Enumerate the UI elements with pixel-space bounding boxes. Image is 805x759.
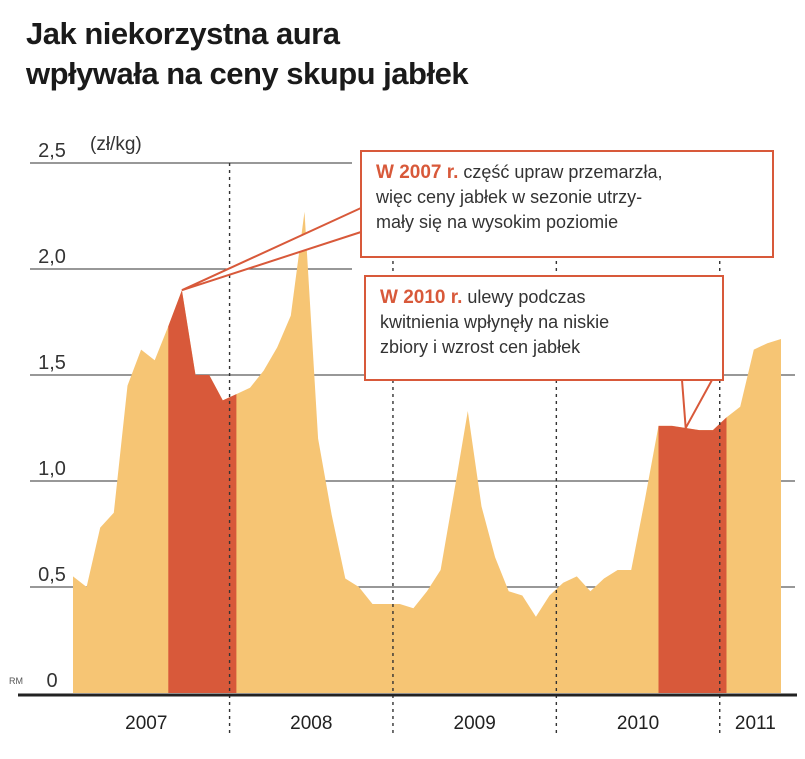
callout-2007-line-2: więc ceny jabłek w sezonie utrzy-: [376, 187, 643, 207]
callout-pointer: [681, 379, 713, 432]
x-tick-label: 2010: [617, 713, 659, 734]
y-tick-label: 2,0: [38, 246, 66, 268]
y-tick-label: 0,5: [38, 564, 66, 586]
callout-pointer: [181, 207, 362, 292]
callout-2010-line-3: zbiory i wzrost cen jabłek: [380, 337, 581, 357]
source-label: RM: [9, 676, 23, 686]
callout-2010-line-2: kwitnienia wpłynęły na niskie: [380, 312, 610, 332]
y-tick-label: 1,0: [38, 458, 66, 480]
y-tick-label: 0: [46, 670, 57, 692]
price-area: [73, 211, 781, 694]
callout-pointers: [181, 207, 713, 432]
callout-2007: W 2007 r. część upraw przemarzła, więc c…: [360, 150, 774, 258]
y-tick-label: 2,5: [38, 140, 66, 162]
callout-2010-lead: W 2010 r.: [380, 287, 463, 308]
highlight-area: [658, 417, 727, 693]
y-tick-label: 1,5: [38, 352, 66, 374]
year-separators: [228, 163, 721, 737]
highlight-area: [168, 290, 237, 693]
x-tick-label: 2007: [125, 713, 167, 734]
y-axis-unit-label: (zł/kg): [90, 134, 142, 155]
axes: (zł/kg) RM 0 0,5 1,0 1,5 2,0 2,5 2007 2008 2009 2…: [9, 134, 797, 734]
x-tick-label: 2011: [735, 713, 776, 734]
callout-2010: W 2010 r. ulewy podczas kwitnienia wpłyn…: [364, 275, 724, 381]
chart-title-line-1: Jak niekorzystna aura: [26, 16, 340, 51]
callout-2007-line-1: W 2007 r. część upraw przemarzła,: [376, 160, 762, 185]
callout-2007-line-3: mały się na wysokim poziomie: [376, 212, 619, 232]
x-tick-label: 2009: [454, 713, 496, 734]
x-tick-label: 2008: [290, 713, 332, 734]
area-series: [73, 211, 781, 694]
callout-2007-line-1-text: część upraw przemarzła,: [458, 162, 663, 182]
callout-2010-line-1: W 2010 r. ulewy podczas: [380, 285, 712, 310]
callout-2007-lead: W 2007 r.: [376, 162, 459, 183]
chart-title: Jak niekorzystna aura wpływała na ceny s…: [26, 14, 469, 94]
callout-2010-line-1-text: ulewy podczas: [462, 287, 586, 307]
chart-title-line-2: wpływała na ceny skupu jabłek: [26, 56, 469, 91]
